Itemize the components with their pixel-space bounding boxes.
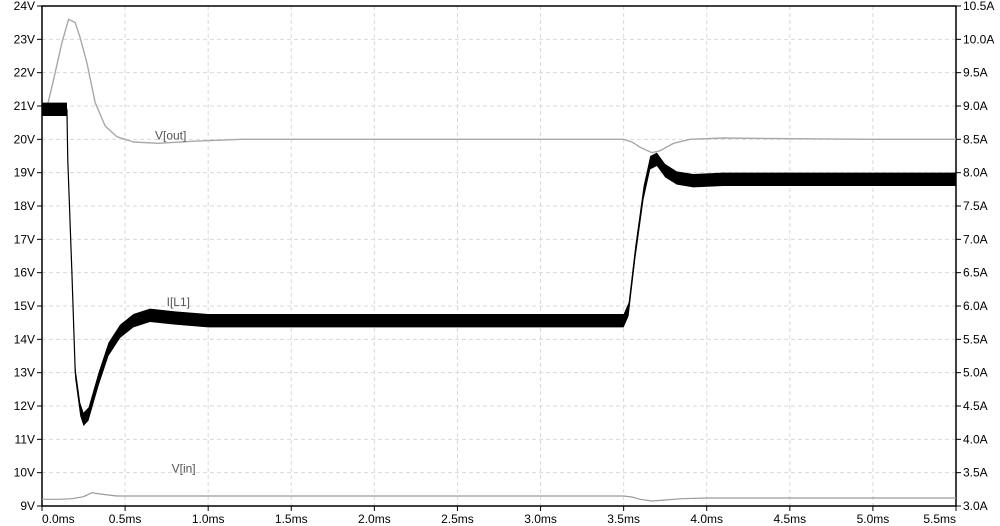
x-tick-label: 2.5ms: [441, 512, 474, 526]
yleft-tick-label: 22V: [14, 66, 35, 80]
x-tick-label: 5.5ms: [923, 512, 956, 526]
yleft-tick-label: 9V: [20, 499, 35, 513]
yright-tick-label: 3.0A: [963, 499, 988, 513]
yright-tick-label: 8.5A: [963, 132, 988, 146]
yright-tick-label: 9.5A: [963, 66, 988, 80]
x-tick-label: 3.5ms: [607, 512, 640, 526]
yright-tick-label: 10.0A: [963, 32, 994, 46]
yright-tick-label: 3.5A: [963, 466, 988, 480]
x-tick-label: 0.0ms: [42, 512, 75, 526]
x-tick-label: 2.0ms: [358, 512, 391, 526]
series-label: I[L1]: [167, 295, 190, 309]
yleft-tick-label: 16V: [14, 266, 35, 280]
yright-tick-label: 4.0A: [963, 432, 988, 446]
yleft-tick-label: 18V: [14, 199, 35, 213]
x-tick-label: 4.0ms: [690, 512, 723, 526]
yleft-tick-label: 12V: [14, 399, 35, 413]
yright-tick-label: 10.5A: [963, 0, 994, 13]
chart-canvas: 9V 10V 11V 12V 13V 14V 15V 16V 17V 18V 19V 20V 21V 22…: [0, 0, 1000, 526]
series-label: V[in]: [172, 462, 196, 476]
yright-tick-label: 5.0A: [963, 366, 988, 380]
yleft-tick-label: 10V: [14, 466, 35, 480]
yright-tick-label: 6.0A: [963, 299, 988, 313]
yleft-tick-label: 13V: [14, 366, 35, 380]
yright-tick-label: 6.5A: [963, 266, 988, 280]
yright-tick-label: 7.0A: [963, 232, 988, 246]
x-tick-label: 1.0ms: [192, 512, 225, 526]
series-label: V[out]: [155, 128, 186, 142]
yright-tick-label: 7.5A: [963, 199, 988, 213]
yleft-tick-label: 19V: [14, 166, 35, 180]
yleft-tick-label: 17V: [14, 232, 35, 246]
yleft-tick-label: 20V: [14, 132, 35, 146]
yright-tick-label: 4.5A: [963, 399, 988, 413]
x-tick-label: 3.0ms: [524, 512, 557, 526]
yright-tick-label: 5.5A: [963, 332, 988, 346]
x-tick-label: 5.0ms: [857, 512, 890, 526]
x-tick-label: 0.5ms: [109, 512, 142, 526]
yleft-tick-label: 21V: [14, 99, 35, 113]
yleft-tick-label: 23V: [14, 32, 35, 46]
yright-tick-label: 8.0A: [963, 166, 988, 180]
x-tick-label: 4.5ms: [773, 512, 806, 526]
yleft-tick-label: 15V: [14, 299, 35, 313]
yleft-tick-label: 11V: [15, 432, 35, 446]
x-tick-label: 1.5ms: [275, 512, 308, 526]
yleft-tick-label: 14V: [14, 332, 35, 346]
yleft-tick-label: 24V: [14, 0, 35, 13]
oscilloscope-chart: 9V 10V 11V 12V 13V 14V 15V 16V 17V 18V 19V 20V 21V 22…: [0, 0, 1000, 526]
yright-tick-label: 9.0A: [963, 99, 988, 113]
